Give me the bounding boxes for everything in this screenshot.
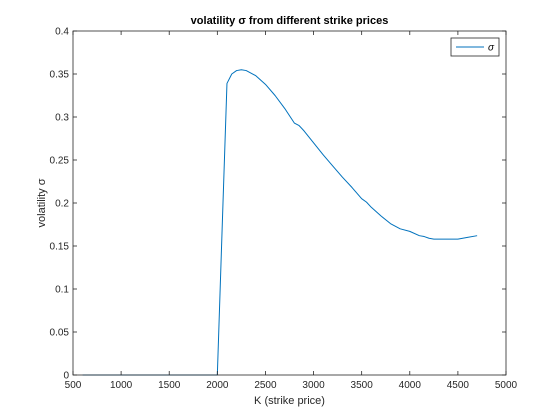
x-tick-label: 4000 <box>399 380 422 391</box>
series-layer <box>82 69 478 376</box>
y-tick-label: 0.25 <box>50 156 70 167</box>
x-tick-label: 1500 <box>158 380 181 391</box>
x-tick-label: 4500 <box>447 380 470 391</box>
x-tick-label: 500 <box>65 380 82 391</box>
x-tick-label: 3000 <box>302 380 325 391</box>
ticks-layer: 500 1000 1500 2000 2500 3000 3500 4000 4500 5000 0… <box>50 27 518 392</box>
series-line-0 <box>82 69 478 376</box>
x-tick-label: 3500 <box>351 380 374 391</box>
legend-label-sigma: σ <box>488 43 495 54</box>
y-tick-label: 0.05 <box>50 328 70 339</box>
y-tick-label: 0.15 <box>50 242 70 253</box>
x-axis-label: K (strike price) <box>254 395 325 407</box>
legend: σ <box>450 37 500 57</box>
y-tick-label: 0.1 <box>55 285 69 296</box>
y-tick-label: 0.3 <box>55 113 69 124</box>
chart-title: volatility σ from different strike price… <box>191 15 389 27</box>
x-tick-label: 5000 <box>495 380 518 391</box>
y-tick-label: 0.4 <box>55 27 69 38</box>
y-tick-label: 0.35 <box>50 70 70 81</box>
plot-area <box>73 31 506 375</box>
x-tick-label: 1000 <box>110 380 133 391</box>
y-axis-label: volatility σ <box>36 178 48 227</box>
x-tick-label: 2500 <box>254 380 277 391</box>
y-tick-label: 0 <box>63 371 69 382</box>
y-tick-label: 0.2 <box>55 199 69 210</box>
x-tick-label: 2000 <box>206 380 229 391</box>
